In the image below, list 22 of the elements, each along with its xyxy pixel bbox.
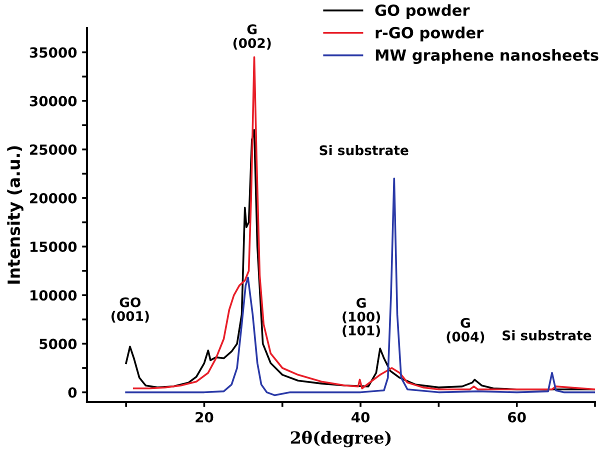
annotation: G (004) <box>446 318 484 344</box>
y-tick-label: 15000 <box>30 242 77 252</box>
y-axis-title: Intensity (a.u.) <box>7 146 24 284</box>
legend-label: r-GO powder <box>376 26 484 42</box>
y-tick-label: 0 <box>68 387 77 398</box>
x-tick-label: 20 <box>196 412 214 422</box>
x-axis-title: 2θ(degree) <box>290 430 391 448</box>
x-tick-label: 40 <box>352 412 370 422</box>
annotation: Si substrate <box>502 330 592 340</box>
y-tick-label: 25000 <box>30 144 77 155</box>
x-tick-label: 60 <box>508 412 526 422</box>
y-tick-label: 30000 <box>30 96 77 106</box>
y-tick-label: 5000 <box>40 338 77 350</box>
legend-label: MW graphene nanosheets <box>376 49 598 64</box>
y-tick-label: 10000 <box>30 290 77 301</box>
legend-label: GO powder <box>375 4 470 19</box>
annotation: G (100) (101) <box>342 298 380 338</box>
annotation: GO (001) <box>112 297 149 323</box>
y-tick-label: 35000 <box>30 47 77 58</box>
annotation: G (002) <box>233 24 271 50</box>
annotation: Si substrate <box>320 145 408 156</box>
y-tick-label: 20000 <box>30 192 77 204</box>
